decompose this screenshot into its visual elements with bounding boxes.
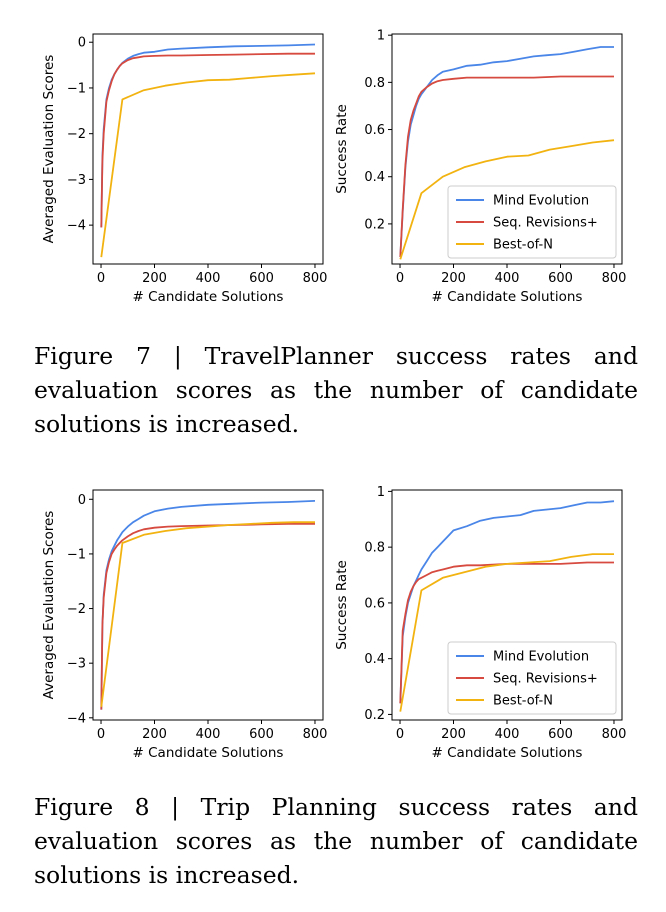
x-tick-label: 600 — [249, 727, 274, 742]
x-tick-label: 400 — [495, 727, 520, 742]
y-tick-label: −2 — [67, 602, 86, 617]
y-tick-label: 0 — [78, 493, 86, 508]
series-line-1 — [100, 523, 315, 710]
figure-8-caption: Figure 8 | Trip Planning success rates a… — [34, 793, 638, 889]
series-line-2 — [399, 553, 614, 712]
x-tick-label: 600 — [249, 271, 274, 286]
y-tick-label: 0.8 — [364, 541, 385, 556]
x-tick-label: 800 — [303, 727, 328, 742]
legend-entry: Seq. Revisions+ — [493, 672, 598, 687]
figure-7-plots: 0 200 400 600 800 0 −1 −2 −3 −4 # Candidate Soluti… — [41, 29, 626, 305]
x-tick-label: 600 — [548, 271, 573, 286]
x-tick-label: 400 — [196, 727, 221, 742]
x-tick-label: 0 — [97, 271, 105, 286]
series-line-2 — [100, 72, 316, 258]
chart-1-1: 0 200 400 600 800 0 −1 −2 −3 −4 # Candidate Soluti… — [41, 33, 328, 305]
series-line-1 — [399, 561, 614, 704]
x-axis-label: # Candidate Solutions — [432, 745, 583, 761]
x-tick-label: 200 — [441, 727, 466, 742]
y-tick-label: 0.2 — [364, 217, 385, 232]
figure-8-plots: 0 200 400 600 800 0 −1 −2 −3 −4 # Candidate Soluti… — [41, 485, 626, 761]
series-line-2 — [399, 139, 615, 260]
legend-box — [447, 185, 617, 259]
series-line-2 — [100, 521, 315, 708]
x-tick-label: 800 — [602, 727, 627, 742]
x-tick-label: 0 — [97, 727, 105, 742]
x-tick-label: 0 — [396, 727, 404, 742]
legend-box — [447, 641, 617, 715]
figure-8: 0 200 400 600 800 0 −1 −2 −3 −4 # Candidate Soluti… — [0, 455, 666, 912]
x-tick-label: 400 — [196, 271, 221, 286]
y-tick-label: 0.2 — [364, 708, 385, 723]
y-tick-label: 1 — [377, 29, 385, 44]
y-tick-label: −3 — [67, 657, 86, 672]
legend-entry: Mind Evolution — [493, 194, 589, 209]
x-tick-label: 200 — [142, 271, 167, 286]
y-tick-label: 0.4 — [364, 652, 385, 667]
legend-entry: Seq. Revisions+ — [493, 216, 598, 231]
x-tick-label: 200 — [142, 727, 167, 742]
chart-2-2: 0 200 400 600 800 0.2 0.4 0.6 0.8 1 # Candidate So… — [334, 485, 626, 761]
x-tick-label: 400 — [495, 271, 520, 286]
x-tick-label: 200 — [441, 271, 466, 286]
x-tick-label: 0 — [396, 271, 404, 286]
y-tick-label: −4 — [67, 219, 86, 234]
y-tick-label: 0.6 — [364, 596, 385, 611]
figure-7: 0 200 400 600 800 0 −1 −2 −3 −4 # Candidate Soluti… — [0, 0, 666, 450]
x-axis-label: # Candidate Solutions — [432, 289, 583, 305]
y-axis-label: Averaged Evaluation Scores — [41, 511, 57, 700]
y-tick-label: −1 — [67, 81, 86, 96]
figure-7-caption: Figure 7 | TravelPlanner success rates a… — [34, 342, 638, 438]
chart-2-1: 0 200 400 600 800 0 −1 −2 −3 −4 # Candidate Soluti… — [41, 489, 328, 761]
x-tick-label: 600 — [548, 727, 573, 742]
y-axis-label: Success Rate — [334, 560, 350, 650]
legend-entry: Best-of-N — [493, 694, 553, 709]
x-axis-label: # Candidate Solutions — [133, 745, 284, 761]
y-tick-label: 0 — [78, 36, 86, 51]
y-tick-label: −3 — [67, 173, 86, 188]
x-tick-label: 800 — [303, 271, 328, 286]
series-line-0 — [100, 43, 316, 228]
legend-entry: Best-of-N — [493, 238, 553, 253]
y-tick-label: 0.8 — [364, 76, 385, 91]
plot-frame — [92, 33, 324, 265]
y-tick-label: 1 — [377, 485, 385, 500]
y-tick-label: −2 — [67, 127, 86, 142]
legend: Mind Evolution Seq. Revisions+ Best-of-N — [447, 185, 617, 259]
chart-1-2: 0 200 400 600 800 0.2 0.4 0.6 0.8 1 # Candidate So… — [334, 29, 626, 305]
x-axis-label: # Candidate Solutions — [133, 289, 284, 305]
y-axis-label: Success Rate — [334, 104, 350, 194]
y-tick-label: 0.6 — [364, 123, 385, 138]
series-line-1 — [399, 75, 614, 257]
y-tick-label: −4 — [67, 711, 86, 726]
series-line-0 — [399, 46, 614, 257]
y-axis-label: Averaged Evaluation Scores — [41, 55, 57, 244]
series-line-1 — [100, 52, 315, 228]
legend-entry: Mind Evolution — [493, 650, 589, 665]
y-tick-label: 0.4 — [364, 170, 385, 185]
legend: Mind Evolution Seq. Revisions+ Best-of-N — [447, 641, 617, 715]
y-tick-label: −1 — [67, 547, 86, 562]
x-tick-label: 800 — [602, 271, 627, 286]
